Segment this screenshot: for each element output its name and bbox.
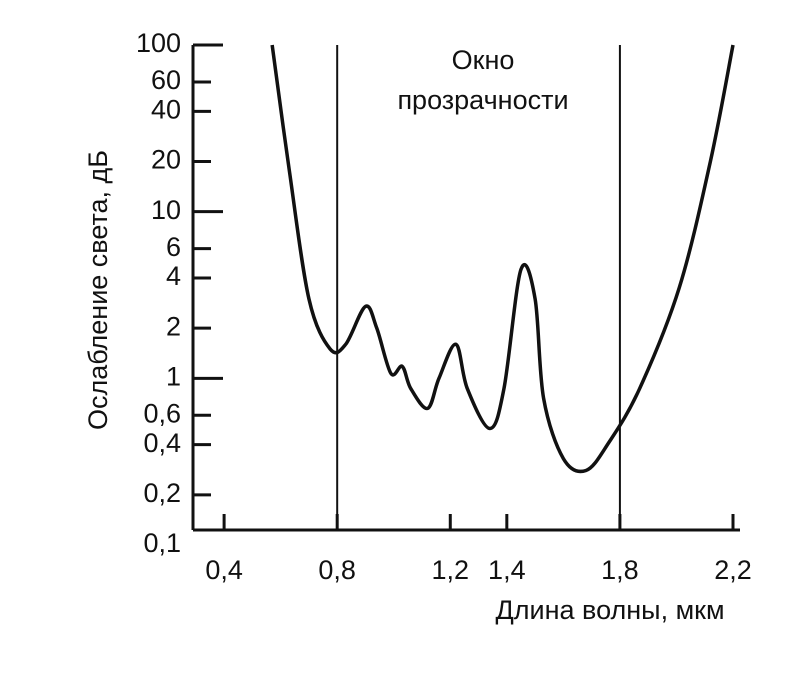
x-axis-label: Длина волны, мкм	[495, 595, 724, 625]
annotation: прозрачности	[397, 85, 568, 115]
x-tick-label: 1,4	[488, 555, 526, 585]
y-tick-label: 40	[151, 94, 181, 124]
y-tick-label: 0,6	[143, 398, 181, 428]
y-tick-label: 2	[166, 311, 181, 341]
y-tick-label: 0,2	[143, 478, 181, 508]
y-tick-label: 0,1	[143, 528, 181, 558]
x-tick-label: 0,4	[205, 555, 243, 585]
y-tick-label: 10	[151, 195, 181, 225]
y-tick-label: 6	[166, 232, 181, 262]
x-tick-label: 0,8	[318, 555, 356, 585]
annotation: Окно	[452, 45, 515, 75]
x-tick-label: 1,8	[601, 555, 639, 585]
attenuation-curve	[270, 44, 735, 474]
y-tick-label: 0,4	[143, 428, 181, 458]
y-tick-label: 100	[136, 28, 181, 58]
y-tick-label: 4	[166, 261, 181, 291]
x-tick-label: 2,2	[714, 555, 752, 585]
x-tick-label: 1,2	[432, 555, 470, 585]
y-tick-label: 20	[151, 145, 181, 175]
y-tick-label: 60	[151, 65, 181, 95]
y-axis-label: Ослабление света, дБ	[83, 150, 113, 430]
y-tick-label: 1	[166, 361, 181, 391]
